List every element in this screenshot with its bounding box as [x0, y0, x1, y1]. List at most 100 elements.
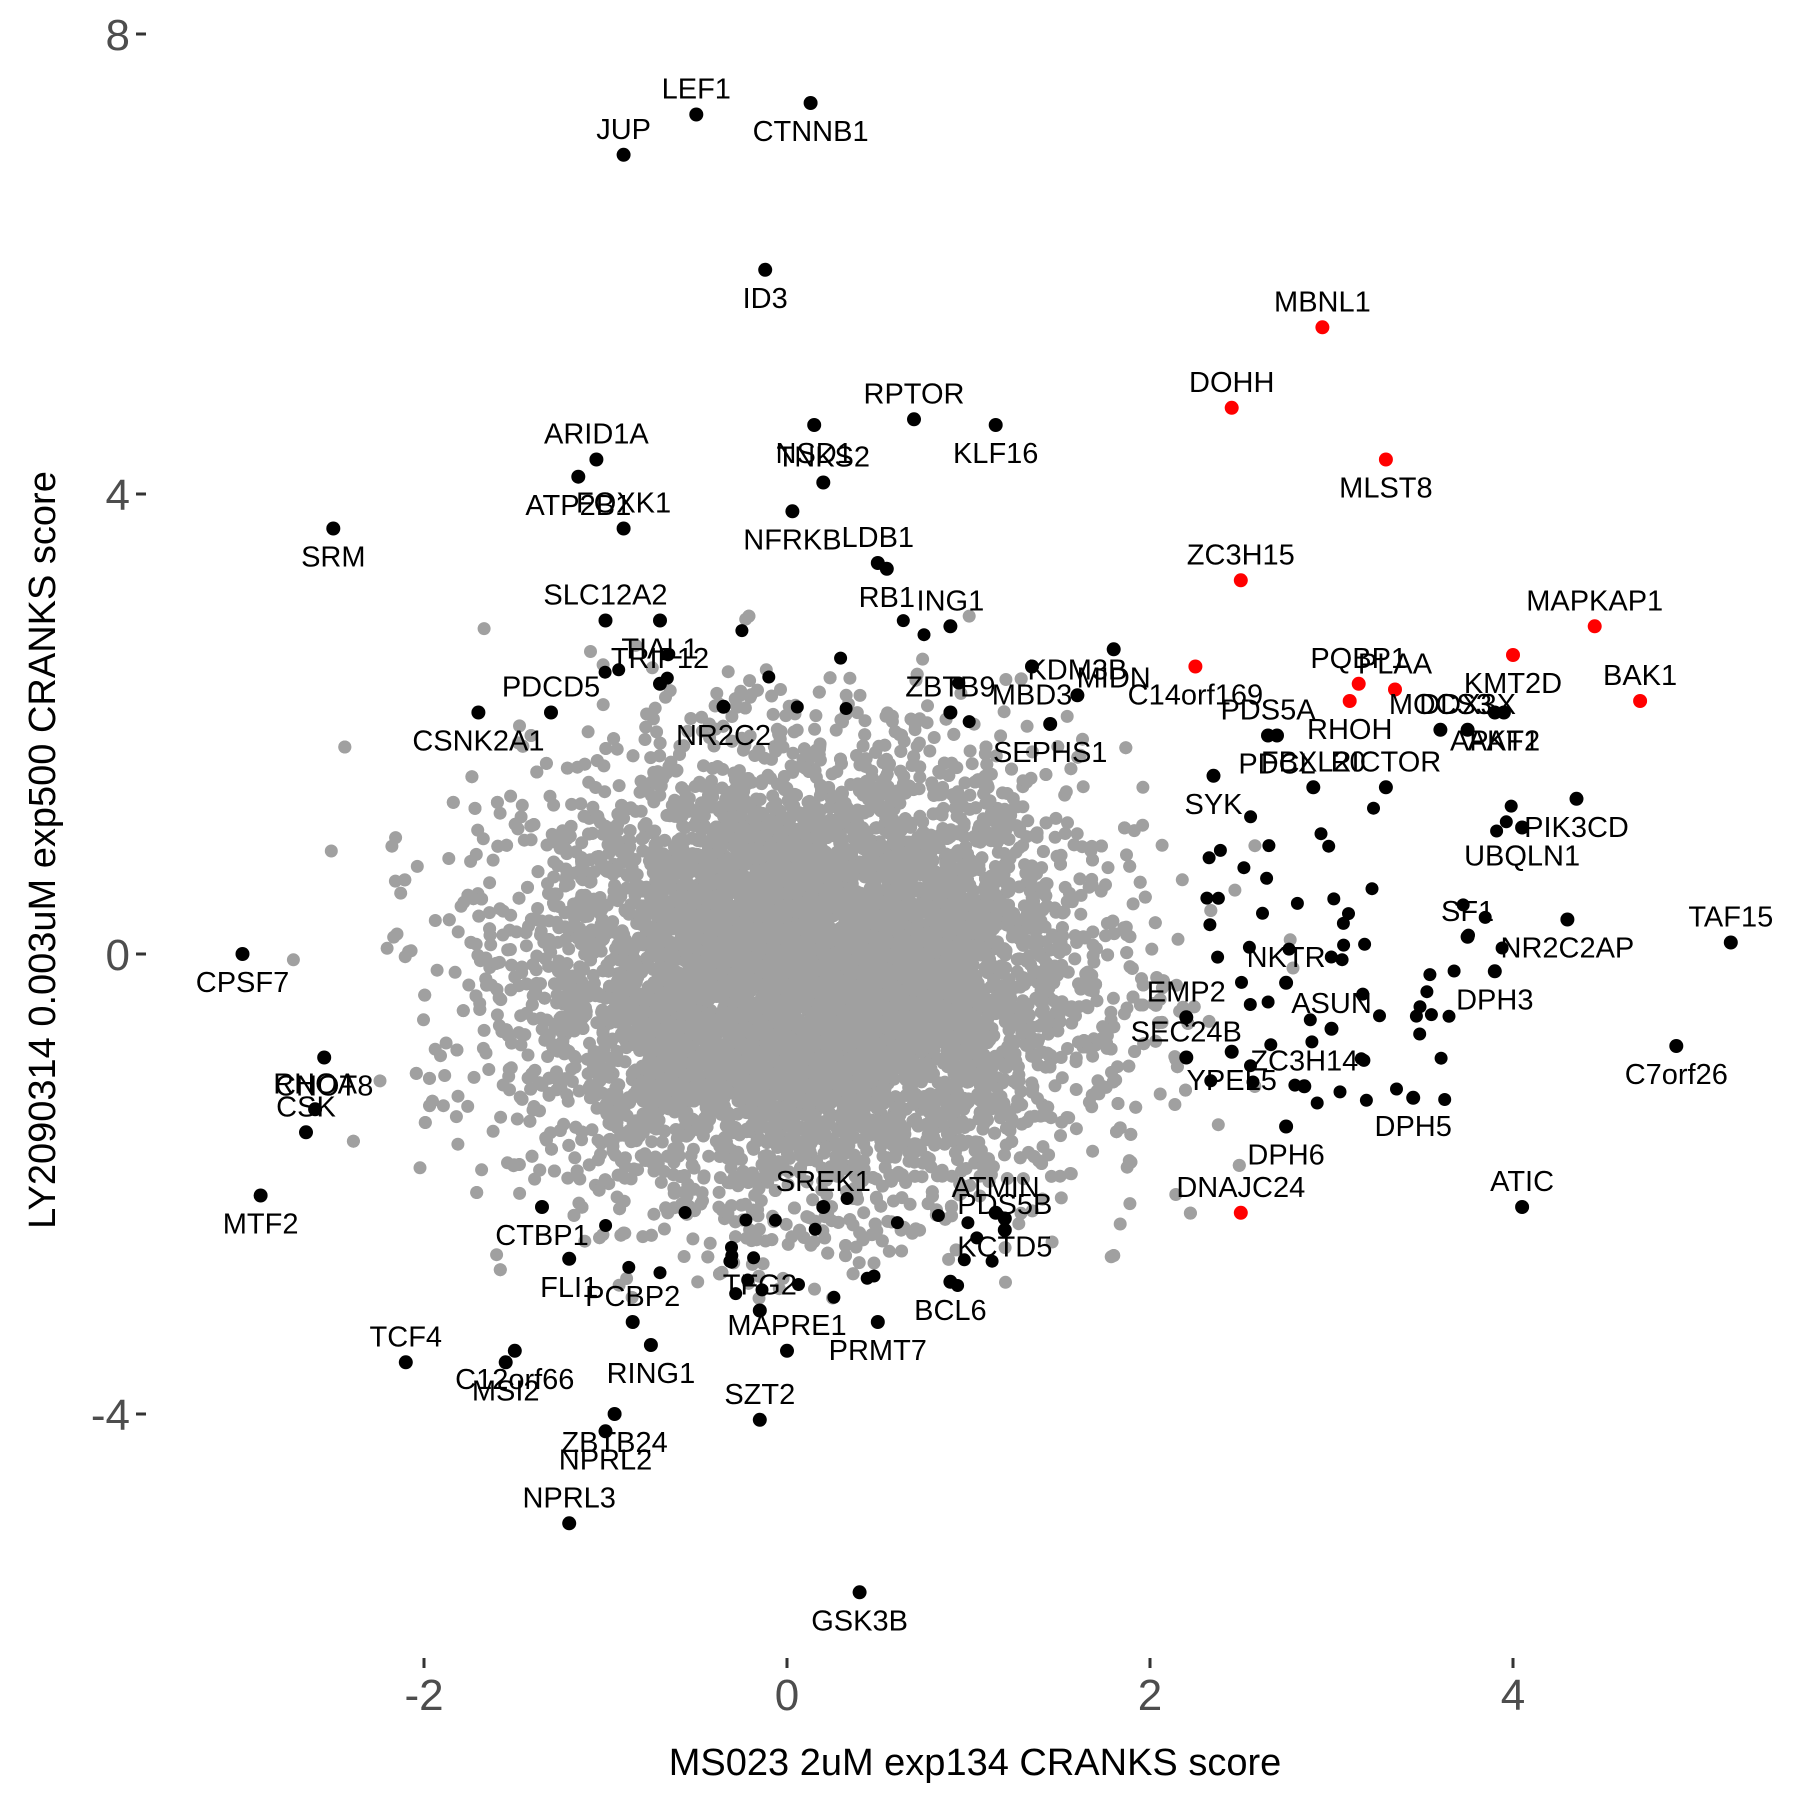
background-point	[1008, 799, 1022, 813]
background-point	[913, 770, 927, 784]
background-point	[650, 725, 664, 739]
background-point	[462, 978, 476, 992]
background-point	[581, 725, 595, 739]
background-point	[524, 833, 538, 847]
background-point	[927, 731, 941, 744]
background-point	[438, 1069, 452, 1082]
background-point	[1000, 1172, 1014, 1185]
background-point	[963, 788, 977, 802]
background-point	[681, 724, 695, 738]
background-point	[1126, 897, 1140, 911]
background-point	[1054, 1129, 1067, 1143]
background-point	[439, 1036, 453, 1050]
background-point	[721, 665, 735, 679]
background-point	[706, 761, 720, 775]
background-point	[684, 712, 698, 725]
background-point	[809, 709, 823, 723]
background-point	[568, 1151, 582, 1165]
background-point	[475, 1163, 489, 1177]
background-point	[451, 1137, 465, 1151]
background-point	[1069, 1122, 1083, 1136]
background-point	[1054, 1191, 1068, 1205]
background-point	[482, 1063, 496, 1076]
background-point	[949, 1243, 963, 1257]
background-point	[942, 1252, 956, 1266]
background-point	[596, 698, 610, 712]
background-point	[743, 674, 757, 688]
background-point	[1086, 1144, 1100, 1158]
background-point	[781, 1237, 795, 1251]
background-point	[612, 779, 626, 793]
background-point	[631, 1163, 645, 1177]
background-point	[1169, 1188, 1183, 1201]
background-point	[1020, 719, 1034, 733]
background-point	[505, 958, 518, 972]
background-point	[394, 886, 408, 900]
background-point	[515, 798, 529, 812]
background-point	[494, 1110, 508, 1124]
background-point	[645, 1135, 659, 1149]
background-point	[1069, 1083, 1083, 1096]
background-point	[954, 686, 968, 700]
background-point	[467, 1070, 481, 1084]
background-point	[1068, 952, 1082, 966]
background-point	[804, 1238, 818, 1252]
background-point	[585, 1123, 599, 1137]
background-point	[1021, 814, 1035, 828]
background-point	[1153, 1087, 1167, 1101]
background-point	[1049, 811, 1063, 825]
background-point	[1025, 1076, 1039, 1090]
background-point	[657, 1222, 671, 1236]
background-point	[286, 953, 300, 967]
background-point	[610, 742, 624, 756]
background-point	[716, 762, 730, 776]
background-point	[541, 1050, 555, 1063]
background-point	[1101, 861, 1115, 875]
background-point	[1202, 1014, 1216, 1028]
background-point	[1106, 991, 1120, 1005]
background-point	[565, 797, 579, 811]
background-point	[1020, 775, 1034, 789]
background-point	[1136, 780, 1150, 794]
background-point	[638, 733, 652, 746]
background-points	[286, 609, 1300, 1305]
background-point	[1123, 1197, 1137, 1211]
background-point	[998, 1148, 1011, 1162]
background-point	[591, 1133, 605, 1147]
background-point	[504, 789, 518, 803]
background-point	[1025, 1204, 1039, 1218]
background-point	[324, 844, 338, 858]
background-point	[1155, 838, 1169, 852]
background-point	[1025, 745, 1039, 759]
background-point	[1039, 1060, 1053, 1074]
background-point	[787, 725, 801, 739]
background-point	[772, 1282, 786, 1296]
background-point	[513, 1186, 527, 1200]
background-point	[1099, 878, 1112, 892]
background-point	[867, 1256, 881, 1270]
background-point	[436, 1099, 450, 1113]
background-point	[451, 925, 465, 939]
background-point	[903, 1197, 917, 1211]
background-point	[1061, 816, 1074, 830]
background-point	[766, 707, 780, 721]
background-point	[647, 1207, 661, 1221]
background-point	[1228, 883, 1242, 897]
background-point	[413, 1161, 427, 1175]
background-point	[625, 1290, 639, 1304]
background-point	[448, 965, 462, 979]
background-point	[691, 1275, 705, 1289]
background-point	[442, 852, 456, 865]
background-point	[504, 983, 518, 997]
background-point	[895, 1244, 909, 1258]
background-point	[916, 652, 930, 666]
background-point	[1111, 1060, 1124, 1074]
background-point	[451, 1089, 465, 1103]
background-point	[808, 722, 822, 736]
background-point	[490, 1248, 504, 1262]
background-point	[1035, 861, 1049, 875]
background-point	[493, 806, 507, 820]
background-point	[410, 859, 424, 873]
background-point	[1076, 780, 1090, 794]
